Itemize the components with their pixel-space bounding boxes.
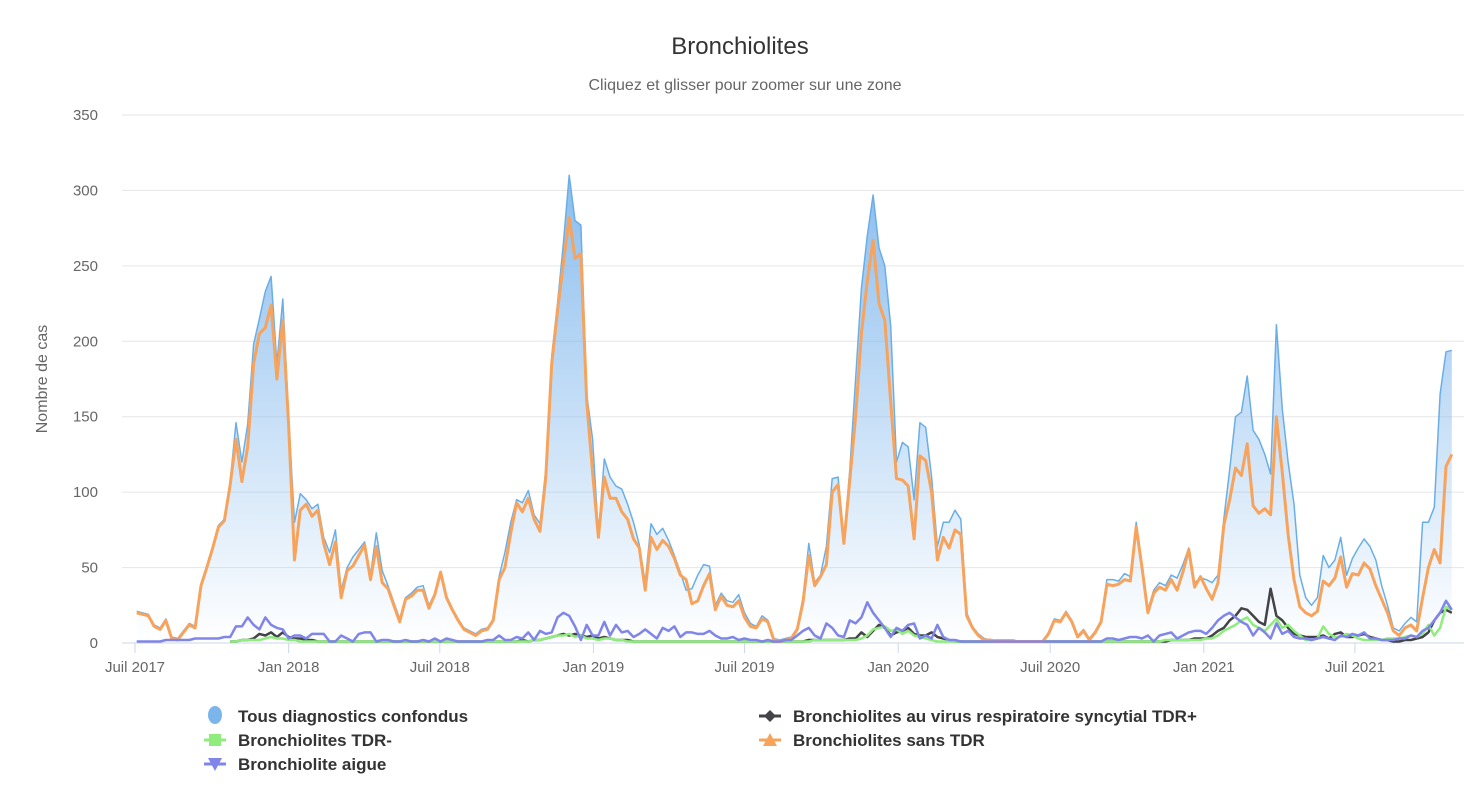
series-line-bronchiolites-sans-tdr[interactable] bbox=[136, 216, 1454, 643]
legend: Tous diagnostics confondus Bronchiolites … bbox=[204, 706, 1197, 774]
y-tick-label: 350 bbox=[73, 107, 98, 124]
legend-item[interactable]: Bronchiolites au virus respiratoire sync… bbox=[759, 707, 1197, 726]
y-tick-label: 50 bbox=[81, 560, 98, 577]
y-axis-labels: 0 50 100 150 200 250 300 350 bbox=[73, 107, 98, 652]
x-tick-label: Juil 2019 bbox=[715, 659, 775, 676]
legend-item[interactable]: Bronchiolite aigue bbox=[204, 755, 386, 774]
triangle-down-marker-icon bbox=[208, 758, 222, 771]
x-tick-label: Juil 2020 bbox=[1020, 659, 1080, 676]
legend-label: Tous diagnostics confondus bbox=[238, 707, 468, 726]
x-tick-label: Juil 2021 bbox=[1325, 659, 1385, 676]
area-fill-tous-diagnostics-confondus bbox=[136, 175, 1452, 644]
circle-marker-icon bbox=[208, 706, 222, 724]
x-tick-label: Jan 2018 bbox=[258, 659, 320, 676]
legend-label: Bronchiolites au virus respiratoire sync… bbox=[793, 707, 1197, 726]
x-tick-label: Jan 2021 bbox=[1173, 659, 1235, 676]
legend-item[interactable]: Bronchiolites TDR- bbox=[204, 731, 392, 750]
y-tick-label: 300 bbox=[73, 182, 98, 199]
y-tick-label: 200 bbox=[73, 333, 98, 350]
triangle-marker-icon bbox=[763, 733, 777, 746]
x-tick-label: Jan 2019 bbox=[563, 659, 625, 676]
y-tick-label: 0 bbox=[90, 635, 98, 652]
square-marker-icon bbox=[209, 734, 221, 746]
x-tick-label: Juil 2017 bbox=[105, 659, 165, 676]
series-group bbox=[136, 174, 1454, 644]
y-tick-label: 250 bbox=[73, 258, 98, 275]
y-tick-label: 150 bbox=[73, 409, 98, 426]
series-line-bronchiolites-tdr-[interactable] bbox=[230, 605, 1453, 643]
x-axis: Juil 2017 Jan 2018 Juil 2018 Jan 2019 Juil 2… bbox=[105, 643, 1385, 676]
legend-label: Bronchiolite aigue bbox=[238, 755, 386, 774]
legend-item[interactable]: Bronchiolites sans TDR bbox=[759, 731, 985, 750]
chart-subtitle: Cliquez et glisser pour zoomer sur une z… bbox=[588, 77, 901, 94]
x-tick-label: Jan 2020 bbox=[867, 659, 929, 676]
y-tick-label: 100 bbox=[73, 484, 98, 501]
y-axis-title: Nombre de cas bbox=[34, 325, 51, 434]
x-tick-label: Juil 2018 bbox=[410, 659, 470, 676]
legend-label: Bronchiolites sans TDR bbox=[793, 731, 985, 750]
series-line-bronchiolite-aigue[interactable] bbox=[136, 599, 1453, 643]
diamond-marker-icon bbox=[764, 710, 776, 722]
legend-label: Bronchiolites TDR- bbox=[238, 731, 392, 750]
legend-item[interactable]: Tous diagnostics confondus bbox=[208, 706, 468, 726]
chart-title: Bronchiolites bbox=[671, 33, 808, 60]
y-gridlines bbox=[122, 114, 1464, 644]
